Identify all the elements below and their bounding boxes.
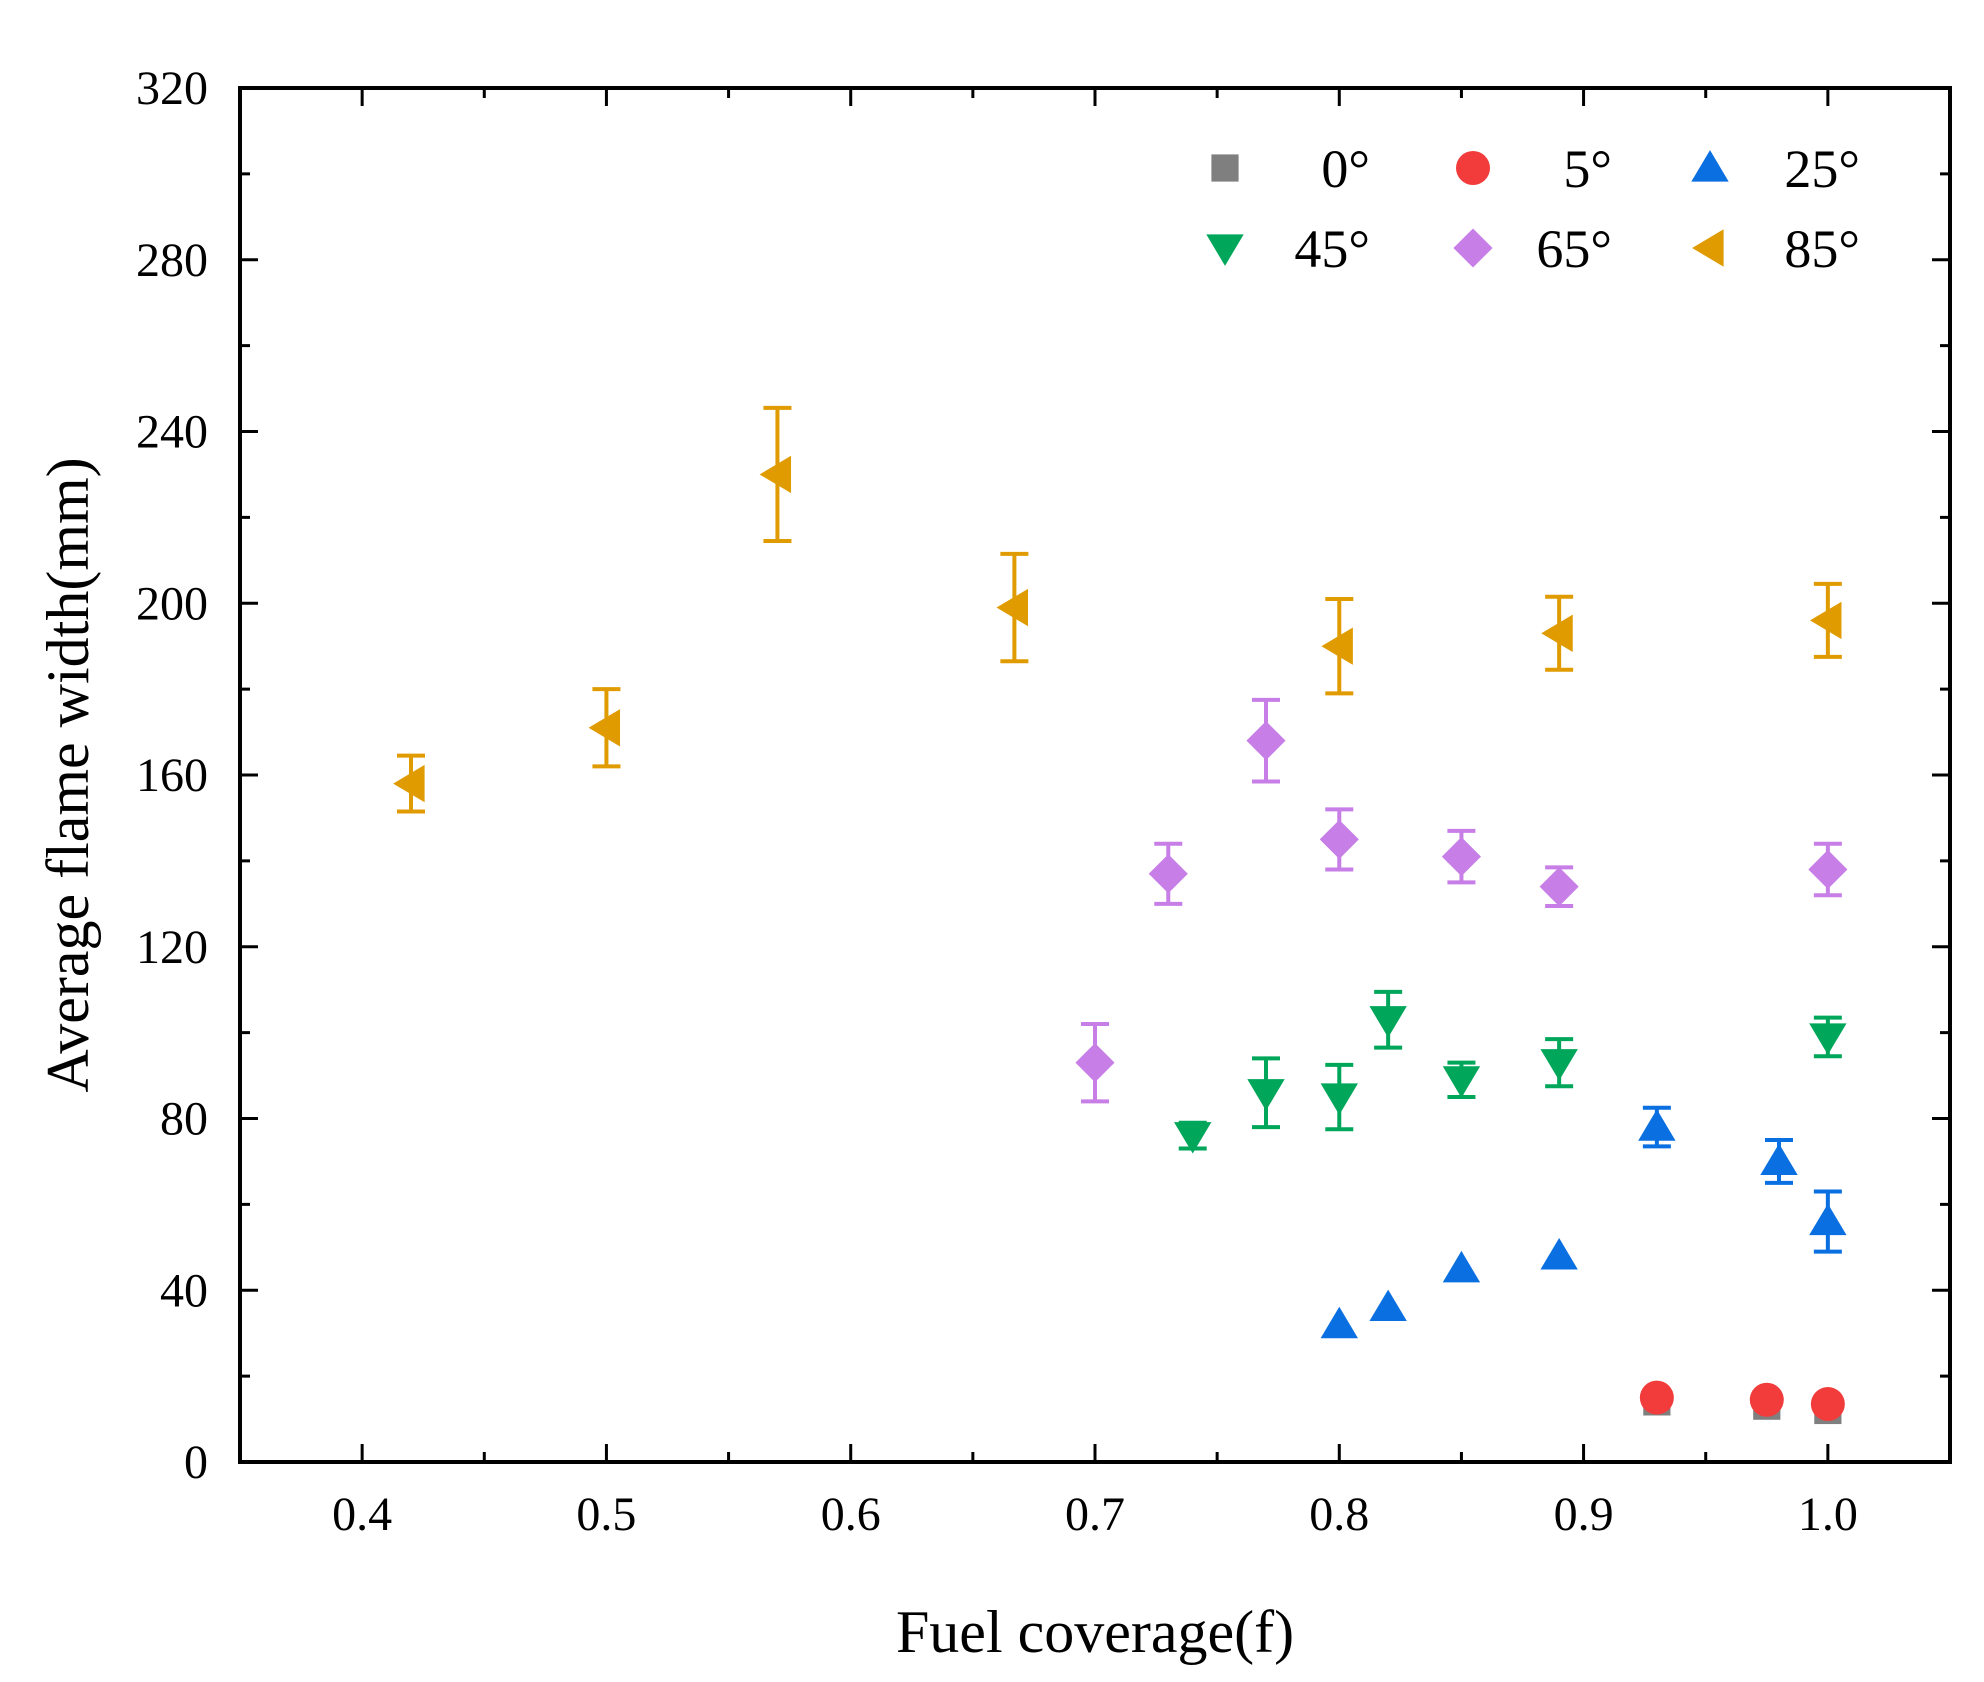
data-point-25-deg-6 (1809, 1203, 1847, 1236)
data-point-65-deg-6 (1808, 849, 1848, 890)
plot-frame (238, 86, 1952, 1464)
legend-marker-5-deg (1456, 151, 1490, 185)
data-point-85-deg-3 (996, 588, 1028, 627)
data-point-65-deg-2 (1246, 721, 1286, 761)
data-point-85-deg-0 (393, 764, 425, 803)
legend-entry-65-deg: 65° (1453, 219, 1612, 279)
data-point-45-deg-2 (1320, 1083, 1358, 1115)
legend-label-0-deg: 0° (1321, 139, 1370, 199)
x-tick-label: 0.9 (1554, 1488, 1614, 1541)
data-point-25-deg-5 (1760, 1143, 1798, 1176)
data-point-25-deg-3 (1540, 1238, 1578, 1270)
series-45-deg (1174, 989, 1847, 1154)
legend-entry-5-deg: 5° (1456, 139, 1612, 199)
data-point-65-deg-3 (1319, 819, 1359, 859)
data-point-25-deg-2 (1442, 1250, 1481, 1283)
series-65-deg (1075, 697, 1848, 1104)
data-point-65-deg-0 (1075, 1043, 1115, 1083)
data-point-45-deg-1 (1247, 1079, 1285, 1111)
data-point-25-deg-0 (1320, 1306, 1358, 1339)
data-point-85-deg-4 (1321, 627, 1353, 665)
data-point-65-deg-1 (1148, 854, 1188, 894)
x-axis-title: Fuel coverage(f) (896, 1599, 1294, 1665)
legend-marker-0-deg (1211, 154, 1239, 182)
legend-entry-25-deg: 25° (1691, 139, 1860, 199)
legend: 0° 5° 25° 45° 65° 85° (1206, 139, 1860, 279)
data-point-45-deg-6 (1809, 1023, 1847, 1055)
data-point-85-deg-1 (588, 709, 621, 747)
legend-marker-45-deg (1206, 234, 1244, 266)
legend-marker-25-deg (1691, 150, 1729, 182)
y-axis-title: Average flame width(mm) (35, 457, 101, 1092)
x-tick-label: 0.6 (821, 1488, 881, 1541)
legend-marker-85-deg (1692, 229, 1724, 267)
data-point-85-deg-5 (1541, 614, 1573, 653)
y-tick-label: 0 (184, 1436, 208, 1489)
data-point-85-deg-2 (759, 455, 792, 494)
data-point-45-deg-4 (1442, 1066, 1481, 1098)
data-point-25-deg-4 (1638, 1109, 1676, 1141)
y-tick-label: 200 (136, 577, 208, 630)
legend-label-45-deg: 45° (1294, 219, 1370, 279)
data-point-65-deg-4 (1441, 837, 1481, 877)
legend-label-85-deg: 85° (1784, 219, 1860, 279)
legend-label-65-deg: 65° (1536, 219, 1612, 279)
data-point-5-deg-0 (1639, 1380, 1674, 1415)
data-point-25-deg-1 (1369, 1289, 1407, 1322)
y-tick-label: 120 (136, 921, 208, 974)
data-point-65-deg-5 (1539, 867, 1579, 907)
x-tick-label: 0.4 (332, 1488, 392, 1541)
legend-entry-0-deg: 0° (1211, 139, 1370, 199)
y-tick-label: 240 (136, 406, 208, 459)
legend-label-5-deg: 5° (1563, 139, 1612, 199)
x-tick-label: 0.7 (1065, 1488, 1125, 1541)
x-tick-label: 0.5 (576, 1488, 636, 1541)
data-point-5-deg-2 (1810, 1387, 1845, 1422)
y-tick-label: 80 (160, 1093, 208, 1146)
series-85-deg (393, 405, 1842, 814)
legend-marker-65-deg (1453, 228, 1493, 268)
legend-entry-85-deg: 85° (1692, 219, 1860, 279)
data-point-85-deg-6 (1810, 601, 1842, 640)
legend-entry-45-deg: 45° (1206, 219, 1370, 279)
x-tick-label: 1.0 (1798, 1488, 1858, 1541)
data-point-45-deg-3 (1369, 1006, 1407, 1038)
y-tick-label: 280 (136, 234, 208, 287)
series-5-deg (1639, 1380, 1845, 1422)
data-point-45-deg-0 (1174, 1122, 1212, 1154)
y-tick-label: 160 (136, 749, 208, 802)
series-25-deg (1320, 1105, 1847, 1339)
y-tick-label: 320 (136, 62, 208, 115)
data-marks (393, 405, 1848, 1425)
legend-label-25-deg: 25° (1784, 139, 1860, 199)
y-tick-label: 40 (160, 1264, 208, 1317)
x-tick-label: 0.8 (1309, 1488, 1369, 1541)
axis-ticks: 0.4 0.5 0.6 0.7 0.8 0.9 1.0 0 40 80 120 160 200 240 28… (136, 62, 1950, 1541)
data-point-5-deg-1 (1749, 1382, 1784, 1417)
data-point-45-deg-5 (1540, 1049, 1578, 1081)
